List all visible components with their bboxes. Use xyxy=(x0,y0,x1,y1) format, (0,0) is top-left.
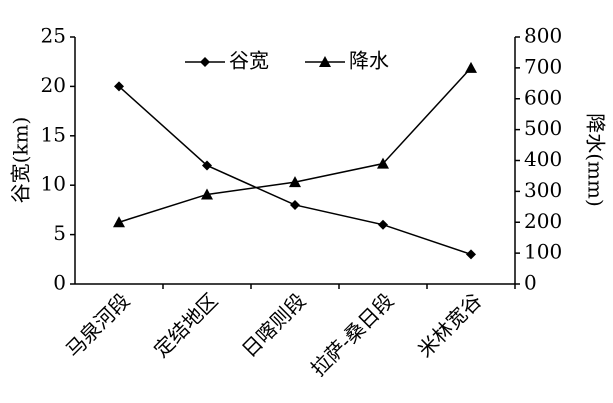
y-tick-label: 25 xyxy=(41,24,66,48)
y2-tick-label: 500 xyxy=(524,116,562,140)
y2-tick-label: 0 xyxy=(524,271,537,295)
data-point xyxy=(378,219,388,230)
data-point xyxy=(466,249,476,260)
x-tick-label: 日喀则段 xyxy=(237,288,311,362)
y2-tick-label: 300 xyxy=(524,178,562,202)
y-tick-label: 10 xyxy=(41,172,66,196)
legend-label: 降水 xyxy=(349,49,389,73)
legend-marker xyxy=(319,56,331,67)
y-tick-label: 20 xyxy=(41,73,66,97)
data-point xyxy=(201,188,213,200)
data-point xyxy=(465,61,477,73)
data-point xyxy=(202,160,212,171)
data-point xyxy=(290,199,300,210)
y2-tick-label: 600 xyxy=(524,85,562,109)
data-point xyxy=(377,157,389,169)
y-tick-label: 5 xyxy=(53,221,66,245)
x-tick-label: 拉萨-桑日段 xyxy=(306,288,398,380)
data-point xyxy=(289,176,301,188)
data-point xyxy=(113,216,125,228)
x-tick-label: 定结地区 xyxy=(149,288,223,362)
x-tick-label: 马泉河段 xyxy=(61,288,135,362)
series-line xyxy=(118,85,472,256)
y2-tick-label: 800 xyxy=(524,24,562,48)
x-tick-label: 米林宽谷 xyxy=(413,288,487,362)
y2-axis-title: 降水(mm) xyxy=(584,113,608,207)
y2-tick-label: 200 xyxy=(524,209,562,233)
legend-marker xyxy=(200,57,210,67)
y2-tick-label: 400 xyxy=(524,147,562,171)
y-tick-label: 15 xyxy=(41,122,66,146)
y2-tick-label: 100 xyxy=(524,240,562,264)
y-tick-label: 0 xyxy=(53,271,66,295)
y-axis-title: 谷宽(km) xyxy=(9,117,33,204)
series-line xyxy=(118,67,472,223)
y2-tick-label: 700 xyxy=(524,54,562,78)
legend-label: 谷宽 xyxy=(229,49,269,73)
data-point xyxy=(114,81,124,92)
